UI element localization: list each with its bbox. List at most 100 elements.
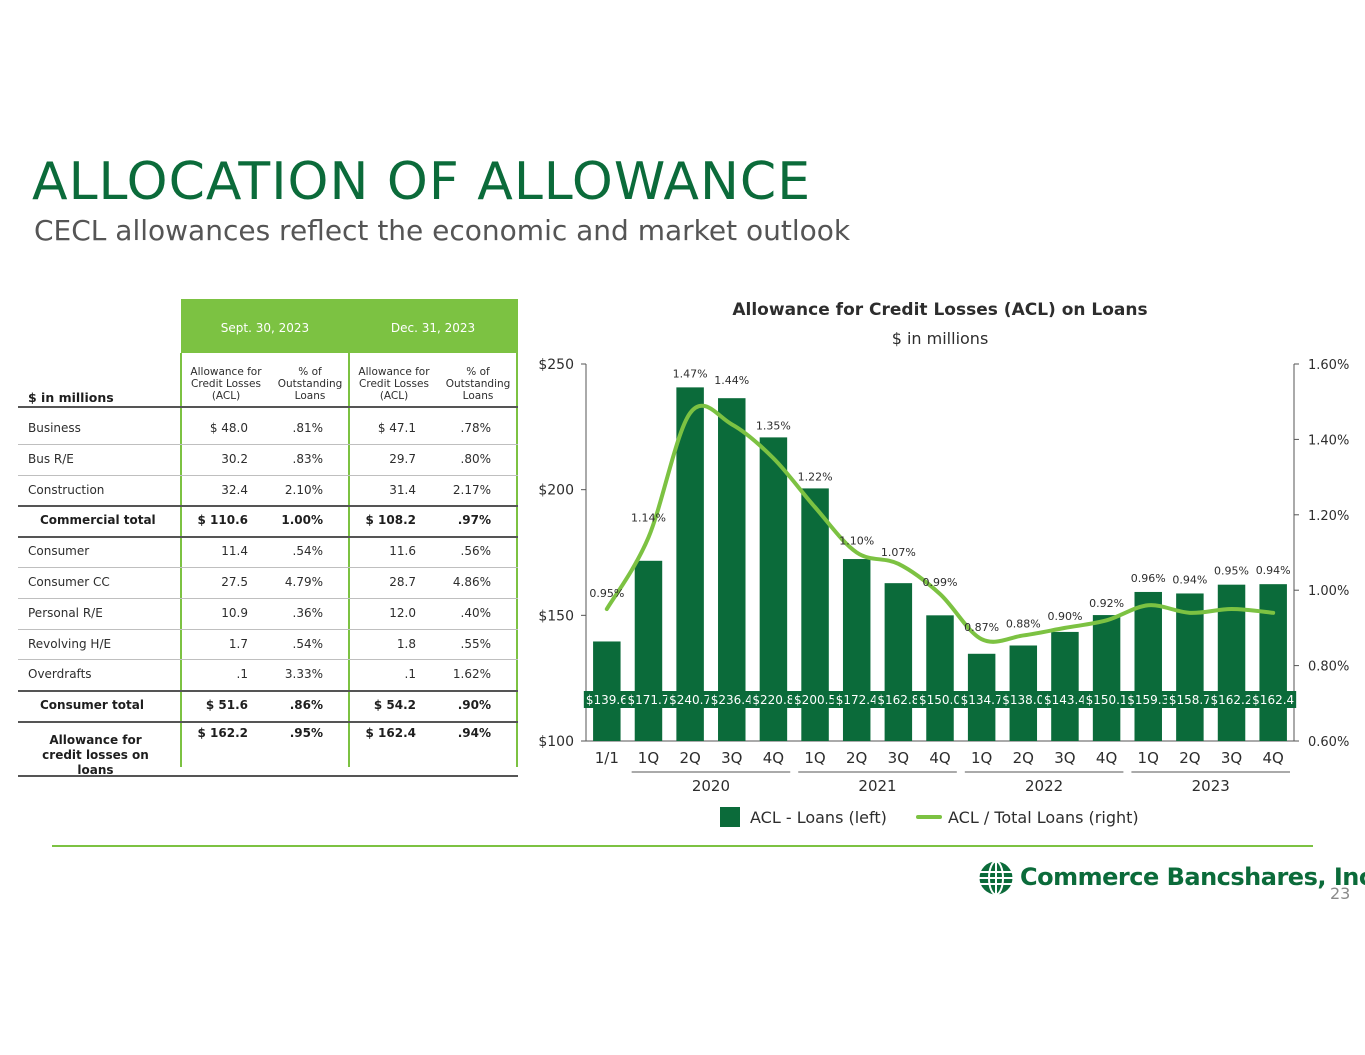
table-cell-sep-acl: 27.5	[221, 575, 248, 589]
right-axis-tick-label: 1.40%	[1308, 433, 1349, 448]
row-divider	[18, 775, 518, 777]
left-axis-tick-label: $200	[538, 483, 574, 499]
x-tick-label: 1/1	[595, 749, 619, 767]
row-label: Construction	[28, 482, 105, 497]
table-cell-dec-acl: 11.6	[389, 544, 416, 559]
right-axis-tick-label: 1.60%	[1308, 358, 1349, 373]
ratio-value-label: 0.94%	[1172, 573, 1207, 586]
ratio-value-label: 0.92%	[1089, 597, 1124, 610]
bar-value-label-bg	[875, 691, 922, 708]
bar-value-label-bg	[958, 691, 1005, 708]
bar-value-label-bg	[1041, 691, 1088, 708]
table-cell-dec-acl: $ 47.1	[377, 421, 416, 435]
row-divider	[18, 597, 518, 599]
table-cell-dec-acl: .1	[404, 667, 416, 682]
x-tick-label: 1Q	[1138, 749, 1159, 767]
bar-value-label-bg	[625, 691, 672, 708]
bar-value-label: $150.0	[919, 693, 961, 707]
table-cell-sep-acl: $ 51.6	[205, 698, 248, 713]
row-divider	[18, 536, 518, 539]
bar	[634, 560, 663, 741]
row-label: Allowance for credit losses on loans	[42, 733, 149, 777]
ratio-value-label: 1.35%	[756, 419, 791, 432]
bar-value-label: $159.3	[1127, 693, 1169, 707]
bar	[718, 398, 746, 741]
bar-value-label-bg	[917, 691, 963, 708]
table-cell-sep-acl: 10.9	[221, 605, 248, 620]
table-cell-dec-pct: .55%	[460, 636, 492, 651]
row-divider	[18, 690, 518, 693]
units-label: $ in millions	[28, 390, 114, 405]
bar	[1259, 584, 1287, 741]
table-cell-dec-acl: 31.4	[389, 482, 416, 497]
ratio-value-label: 1.07%	[881, 546, 916, 559]
table-cell-sep-acl: 11.4	[221, 544, 248, 559]
bar-value-label-bg	[1208, 691, 1255, 708]
row-divider	[18, 443, 518, 445]
row-label: Commercial total	[40, 513, 156, 528]
row-label: Consumer total	[40, 698, 144, 713]
ratio-value-label: 0.96%	[1131, 572, 1166, 585]
x-axis-labels: 1/1 1Q 2Q 3Q 4Q 1Q 2Q 3Q 4Q 1Q 2Q 3Q 4Q 1Q 2Q 3Q 4Q 2020 2…	[595, 749, 1290, 795]
bar-value-label-bg	[667, 691, 714, 708]
x-tick-label: 2Q	[679, 749, 700, 767]
page-number: 23	[1330, 884, 1351, 903]
bar	[884, 583, 913, 741]
bar	[1176, 593, 1204, 741]
table-cell-sep-acl: 1.7	[228, 636, 248, 651]
table-cell-dec-pct: .90%	[457, 698, 491, 713]
year-group-label: 2021	[858, 777, 896, 795]
table-cell-sep-pct: .86%	[289, 698, 323, 713]
ratio-value-label: 0.95%	[1214, 565, 1249, 578]
bar-value-label-bg	[1250, 691, 1297, 708]
year-group-label: 2023	[1192, 777, 1230, 795]
row-divider	[18, 659, 518, 661]
table-cell-sep-pct: .54%	[292, 544, 324, 559]
x-tick-label: 4Q	[1262, 749, 1283, 767]
bar-value-label-bg	[792, 691, 839, 708]
bar-value-label: $143.4	[1044, 693, 1086, 707]
bar-value-label: $139.6	[586, 693, 628, 707]
bar-value-label: $138.0	[1002, 693, 1044, 707]
bar-value-label-bg	[1125, 691, 1172, 708]
row-label: Overdrafts	[28, 667, 92, 682]
logo-wordmark: Commerce Bancshares, Inc.	[1020, 863, 1365, 891]
x-tick-label: 3Q	[1221, 749, 1242, 767]
bar-value-label-bg	[1083, 691, 1130, 708]
x-tick-label: 4Q	[929, 749, 950, 767]
row-divider	[18, 505, 518, 508]
ratio-value-label: 0.90%	[1047, 610, 1082, 623]
row-label: Business	[28, 421, 81, 435]
ratio-value-label: 0.99%	[923, 576, 958, 589]
table-cell-dec-pct: .78%	[460, 421, 492, 435]
bar-value-label-bg	[708, 691, 755, 708]
x-tick-label: 4Q	[763, 749, 784, 767]
table-cell-sep-acl: 30.2	[221, 451, 248, 466]
row-label: Revolving H/E	[28, 636, 112, 651]
slide-title: ALLOCATION OF ALLOWANCE	[32, 152, 812, 212]
table-cell-sep-pct: 1.00%	[281, 513, 323, 528]
bar-value-label: $158.7	[1169, 693, 1211, 707]
bar-value-label-bg	[583, 691, 630, 708]
row-label: Consumer	[28, 544, 90, 559]
bar-value-label: $150.1	[1086, 693, 1128, 707]
globe-icon	[979, 860, 1013, 896]
table-cell-dec-pct: .80%	[460, 451, 492, 466]
bar-series	[593, 387, 1287, 741]
table-cell-dec-acl: 12.0	[389, 605, 416, 620]
column-divider	[348, 353, 350, 767]
left-axis-tick-label: $250	[538, 357, 574, 373]
ratio-value-label: 0.95%	[589, 587, 624, 600]
bar-value-label: $162.8	[877, 693, 919, 707]
bar-value-label: $134.7	[961, 693, 1003, 707]
bar-value-label: $240.7	[669, 693, 711, 707]
bar-value-label: $220.8	[752, 693, 794, 707]
row-divider	[18, 474, 518, 476]
row-label: Personal R/E	[28, 605, 103, 620]
col-header-pct-dec: % of Outstanding Loans	[445, 366, 511, 402]
row-divider	[18, 567, 518, 568]
ratio-value-label: 0.94%	[1256, 564, 1291, 577]
table-cell-sep-acl: $ 110.6	[197, 513, 248, 528]
bar	[759, 437, 788, 741]
table-cell-sep-pct: .36%	[292, 605, 324, 620]
